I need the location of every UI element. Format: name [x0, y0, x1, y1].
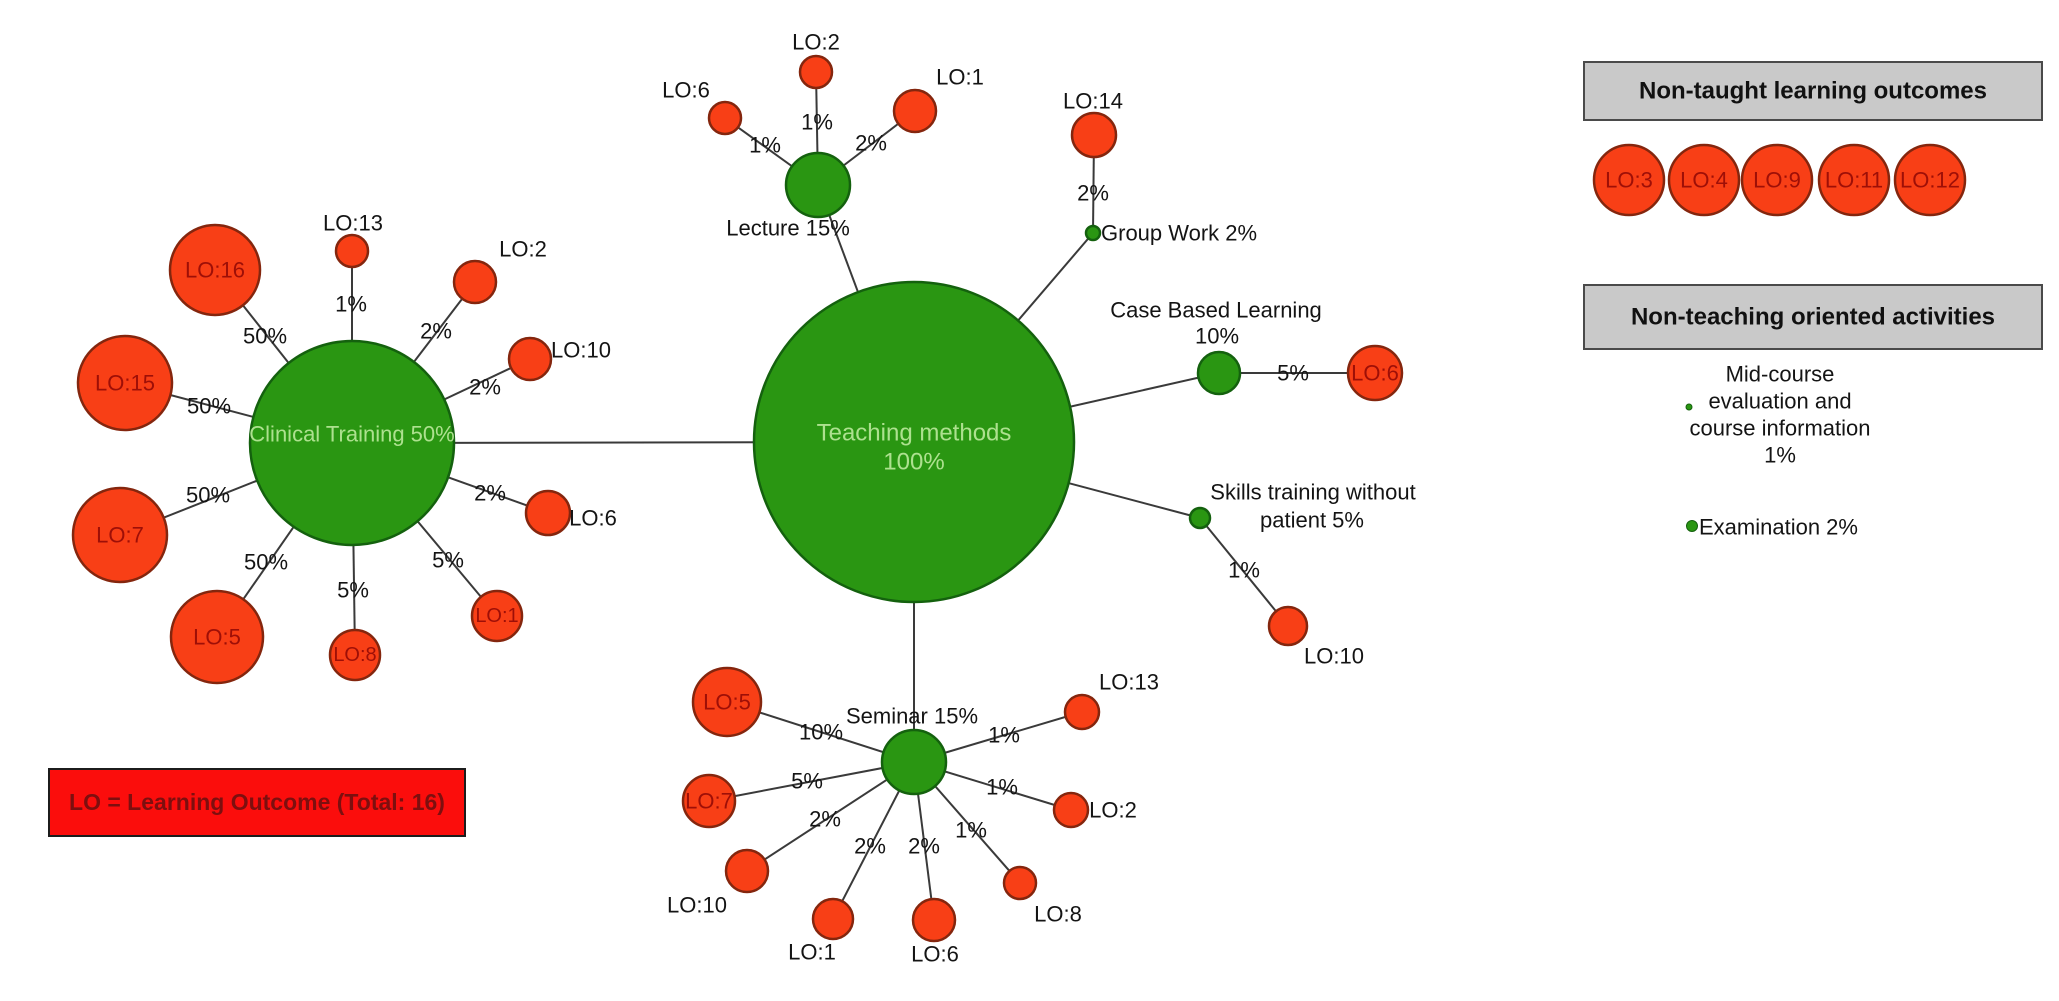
svg-text:LO:1: LO:1 [936, 65, 984, 90]
svg-text:50%: 50% [186, 483, 230, 508]
svg-text:LO:2: LO:2 [1089, 798, 1137, 823]
svg-text:LO:13: LO:13 [323, 211, 383, 236]
svg-text:LO = Learning Outcome (Total:: LO = Learning Outcome (Total: 16) [69, 789, 445, 815]
svg-text:5%: 5% [432, 548, 464, 573]
svg-text:LO:7: LO:7 [685, 789, 733, 814]
svg-text:LO:1: LO:1 [788, 940, 836, 965]
svg-text:10%: 10% [799, 720, 843, 745]
svg-text:LO:10: LO:10 [667, 893, 727, 918]
svg-text:LO:9: LO:9 [1753, 168, 1801, 193]
svg-text:1%: 1% [801, 110, 833, 135]
svg-text:LO:15: LO:15 [95, 371, 155, 396]
svg-text:50%: 50% [244, 550, 288, 575]
svg-text:1%: 1% [988, 723, 1020, 748]
svg-text:2%: 2% [855, 131, 887, 156]
svg-text:evaluation and: evaluation and [1708, 389, 1851, 414]
svg-text:50%: 50% [187, 394, 231, 419]
svg-text:1%: 1% [335, 292, 367, 317]
svg-text:LO:6: LO:6 [662, 78, 710, 103]
svg-text:Non-taught learning outcomes: Non-taught learning outcomes [1639, 78, 1987, 105]
svg-text:LO:2: LO:2 [499, 237, 547, 262]
svg-text:Lecture 15%: Lecture 15% [726, 216, 850, 241]
svg-text:50%: 50% [243, 324, 287, 349]
svg-text:1%: 1% [955, 818, 987, 843]
svg-text:Clinical Training 50%: Clinical Training 50% [249, 422, 454, 447]
svg-text:2%: 2% [474, 481, 506, 506]
svg-text:LO:6: LO:6 [569, 506, 617, 531]
svg-text:Teaching methods: Teaching methods [817, 420, 1012, 447]
svg-text:course information: course information [1690, 416, 1871, 441]
svg-text:Group Work 2%: Group Work 2% [1101, 221, 1257, 246]
svg-text:1%: 1% [1228, 558, 1260, 583]
svg-text:patient 5%: patient 5% [1260, 508, 1364, 533]
svg-text:Skills training without: Skills training without [1210, 480, 1415, 505]
svg-text:2%: 2% [469, 375, 501, 400]
svg-text:LO:6: LO:6 [911, 942, 959, 967]
svg-text:2%: 2% [1077, 181, 1109, 206]
svg-text:Mid-course: Mid-course [1726, 362, 1835, 387]
svg-text:1%: 1% [1764, 443, 1796, 468]
svg-text:LO:14: LO:14 [1063, 89, 1123, 114]
svg-text:LO:2: LO:2 [792, 30, 840, 55]
svg-text:2%: 2% [809, 807, 841, 832]
svg-text:LO:7: LO:7 [96, 523, 144, 548]
svg-text:LO:8: LO:8 [1034, 902, 1082, 927]
svg-text:Seminar 15%: Seminar 15% [846, 704, 978, 729]
svg-text:LO:10: LO:10 [1304, 644, 1364, 669]
svg-text:2%: 2% [420, 319, 452, 344]
svg-text:5%: 5% [791, 769, 823, 794]
svg-text:10%: 10% [1195, 324, 1239, 349]
svg-text:LO:16: LO:16 [185, 258, 245, 283]
svg-text:1%: 1% [749, 133, 781, 158]
svg-text:Case Based Learning: Case Based Learning [1110, 298, 1322, 323]
svg-text:LO:5: LO:5 [703, 690, 751, 715]
svg-text:LO:13: LO:13 [1099, 670, 1159, 695]
svg-text:LO:1: LO:1 [475, 605, 518, 627]
svg-text:100%: 100% [883, 449, 944, 476]
svg-text:5%: 5% [1277, 361, 1309, 386]
svg-text:5%: 5% [337, 578, 369, 603]
svg-text:LO:11: LO:11 [1825, 168, 1883, 193]
svg-text:1%: 1% [986, 775, 1018, 800]
svg-text:LO:8: LO:8 [333, 644, 376, 666]
svg-text:LO:12: LO:12 [1900, 168, 1960, 193]
svg-text:Examination 2%: Examination 2% [1699, 515, 1858, 540]
svg-text:LO:4: LO:4 [1680, 168, 1728, 193]
svg-text:Non-teaching oriented activiti: Non-teaching oriented activities [1631, 304, 1995, 331]
svg-text:LO:5: LO:5 [193, 625, 241, 650]
svg-text:2%: 2% [854, 834, 886, 859]
svg-text:2%: 2% [908, 834, 940, 859]
svg-text:LO:3: LO:3 [1605, 168, 1653, 193]
svg-text:LO:6: LO:6 [1351, 361, 1399, 386]
svg-text:LO:10: LO:10 [551, 338, 611, 363]
